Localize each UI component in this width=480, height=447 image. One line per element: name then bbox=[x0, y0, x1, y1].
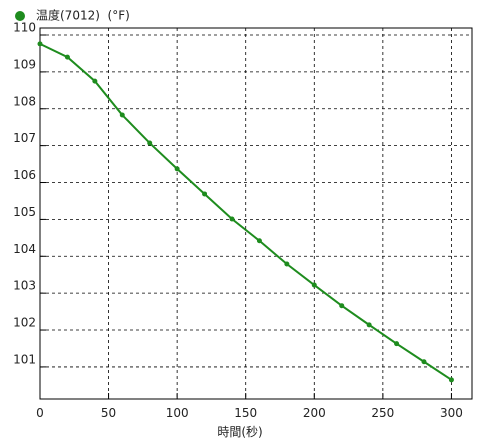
data-point bbox=[421, 359, 427, 365]
x-tick-label: 300 bbox=[440, 406, 463, 420]
data-point bbox=[394, 341, 400, 347]
y-tick-label: 105 bbox=[13, 205, 36, 219]
x-tick-label: 50 bbox=[101, 406, 116, 420]
data-point bbox=[229, 216, 235, 222]
data-point bbox=[448, 377, 454, 383]
x-tick-label: 100 bbox=[166, 406, 189, 420]
data-point bbox=[202, 191, 208, 197]
y-tick-label: 104 bbox=[13, 242, 36, 256]
y-tick-label: 102 bbox=[13, 316, 36, 330]
y-tick-label: 106 bbox=[13, 168, 36, 182]
x-tick-label: 250 bbox=[371, 406, 394, 420]
data-point bbox=[174, 166, 180, 172]
y-tick-label: 108 bbox=[13, 94, 36, 108]
x-tick-label: 150 bbox=[234, 406, 257, 420]
y-tick-label: 107 bbox=[13, 131, 36, 145]
x-axis-label: 時間(秒) bbox=[217, 425, 262, 439]
data-point bbox=[256, 238, 262, 244]
data-point bbox=[64, 54, 70, 60]
data-point bbox=[311, 282, 317, 288]
data-point bbox=[284, 261, 290, 267]
data-point bbox=[119, 112, 125, 118]
y-tick-label: 110 bbox=[13, 21, 36, 35]
x-tick-label: 0 bbox=[36, 406, 44, 420]
plot-frame bbox=[39, 27, 473, 400]
data-point bbox=[366, 322, 372, 328]
data-point bbox=[92, 78, 98, 84]
data-point bbox=[339, 303, 345, 309]
data-point bbox=[147, 140, 153, 146]
x-tick-label: 200 bbox=[303, 406, 326, 420]
y-tick-label: 101 bbox=[13, 352, 36, 366]
y-tick-label: 103 bbox=[13, 279, 36, 293]
y-tick-label: 109 bbox=[13, 57, 36, 71]
data-point bbox=[37, 41, 43, 47]
series-line bbox=[39, 42, 452, 381]
legend-marker bbox=[15, 11, 25, 21]
legend-label: 温度(7012) (°F) bbox=[36, 8, 130, 23]
